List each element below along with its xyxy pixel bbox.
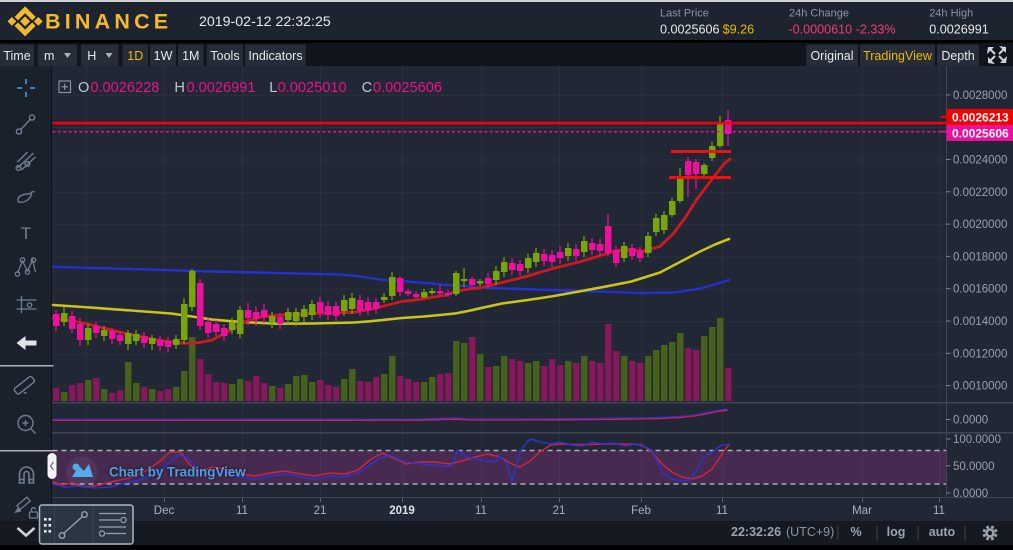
- svg-text:0.0000: 0.0000: [953, 488, 988, 500]
- svg-text:Mar: Mar: [852, 505, 872, 517]
- svg-text:0.0026228: 0.0026228: [90, 80, 159, 96]
- svg-text:0.0022000: 0.0022000: [953, 187, 1007, 199]
- svg-text:21: 21: [314, 505, 327, 517]
- svg-text:0.0016000: 0.0016000: [953, 284, 1007, 296]
- svg-text:%: %: [850, 525, 861, 539]
- svg-text:Dec: Dec: [154, 505, 175, 517]
- svg-text:Tools: Tools: [210, 49, 239, 63]
- svg-text:11: 11: [236, 505, 248, 517]
- svg-text:100.0000: 100.0000: [953, 434, 1001, 446]
- svg-text:11: 11: [716, 505, 728, 517]
- svg-text:0.0026991: 0.0026991: [929, 23, 989, 37]
- svg-text:0.0018000: 0.0018000: [953, 251, 1007, 263]
- svg-text:0.0012000: 0.0012000: [953, 348, 1007, 360]
- svg-text:0.0010000: 0.0010000: [953, 381, 1007, 393]
- svg-text:C: C: [362, 80, 373, 96]
- svg-text:1M: 1M: [182, 49, 199, 63]
- svg-text:Last Price: Last Price: [660, 8, 709, 20]
- svg-text:1W: 1W: [154, 49, 173, 63]
- svg-text:Time: Time: [3, 49, 30, 63]
- svg-text:(UTC+9): (UTC+9): [786, 525, 834, 539]
- svg-text:0.0000: 0.0000: [953, 415, 988, 427]
- svg-text:11: 11: [933, 505, 945, 517]
- svg-text:L: L: [269, 80, 277, 96]
- svg-text:H: H: [87, 49, 96, 63]
- svg-text:0.0025606: 0.0025606: [373, 80, 442, 96]
- svg-text:24h Change: 24h Change: [789, 8, 849, 20]
- svg-text:O: O: [78, 80, 89, 96]
- svg-text:log: log: [887, 525, 906, 539]
- svg-text:T: T: [21, 224, 31, 243]
- svg-text:Chart by TradingView: Chart by TradingView: [109, 465, 246, 480]
- svg-text:-2.33%: -2.33%: [856, 23, 896, 37]
- svg-text:0.0025606: 0.0025606: [952, 127, 1009, 141]
- svg-text:Indicators: Indicators: [248, 49, 302, 63]
- svg-text:22:32:26: 22:32:26: [731, 525, 781, 539]
- svg-text:2019-02-12 22:32:25: 2019-02-12 22:32:25: [199, 14, 331, 30]
- svg-text:0.0024000: 0.0024000: [953, 155, 1007, 167]
- svg-text:$9.26: $9.26: [723, 23, 755, 37]
- svg-text:0.0020000: 0.0020000: [953, 219, 1007, 231]
- svg-text:auto: auto: [929, 525, 956, 539]
- svg-text:H: H: [174, 80, 185, 96]
- svg-text:0.0026991: 0.0026991: [187, 80, 256, 96]
- svg-text:Original: Original: [810, 49, 853, 63]
- svg-text:TradingView: TradingView: [863, 49, 933, 63]
- svg-text:-0.0000610: -0.0000610: [788, 23, 852, 37]
- svg-text:m: m: [44, 49, 54, 63]
- svg-text:0.0028000: 0.0028000: [953, 90, 1007, 102]
- svg-text:1D: 1D: [127, 49, 143, 63]
- svg-text:11: 11: [475, 505, 487, 517]
- svg-text:Feb: Feb: [631, 505, 651, 517]
- svg-text:Depth: Depth: [941, 49, 974, 63]
- svg-text:21: 21: [553, 505, 566, 517]
- svg-text:0.0025010: 0.0025010: [278, 80, 347, 96]
- svg-text:2019: 2019: [389, 505, 415, 517]
- svg-text:0.0025606: 0.0025606: [660, 23, 720, 37]
- svg-text:50.0000: 50.0000: [953, 461, 995, 473]
- svg-text:24h High: 24h High: [929, 8, 973, 20]
- svg-text:BINANCE: BINANCE: [45, 10, 172, 34]
- svg-text:0.0014000: 0.0014000: [953, 316, 1007, 328]
- svg-text:0.0026213: 0.0026213: [952, 111, 1009, 125]
